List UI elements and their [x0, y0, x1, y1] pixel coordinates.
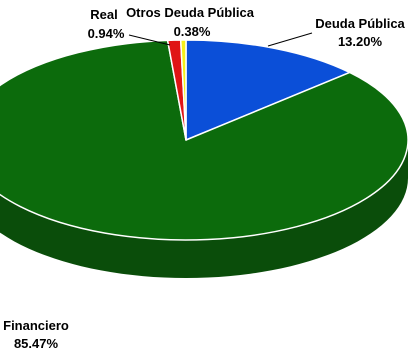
data-label-value-otros-deuda-publica: 0.38% — [174, 24, 211, 39]
pie-sides — [0, 140, 408, 278]
pie-tops — [0, 39, 409, 241]
data-label-name-otros-deuda-publica: Otros Deuda Pública — [126, 5, 255, 20]
data-label-name-financiero: Financiero — [3, 318, 69, 333]
pie-side-financiero — [0, 140, 408, 278]
data-labels: Deuda Pública 13.20% Financiero 85.47% Real 0… — [3, 5, 405, 351]
leader-lines — [128, 32, 313, 47]
leader-line-real — [128, 34, 171, 46]
pie-slice-deuda-publica — [185, 39, 351, 141]
data-label-value-financiero: 85.47% — [14, 336, 59, 351]
pie-slice-otros-deuda-publica — [179, 39, 187, 141]
data-label-value-real: 0.94% — [88, 26, 125, 41]
data-label-name-real: Real — [90, 7, 117, 22]
leader-line-deuda-publica — [267, 32, 313, 47]
data-label-name-deuda-publica: Deuda Pública — [315, 16, 405, 31]
data-label-value-deuda-publica: 13.20% — [338, 34, 383, 49]
pie-slice-financiero — [0, 39, 409, 241]
